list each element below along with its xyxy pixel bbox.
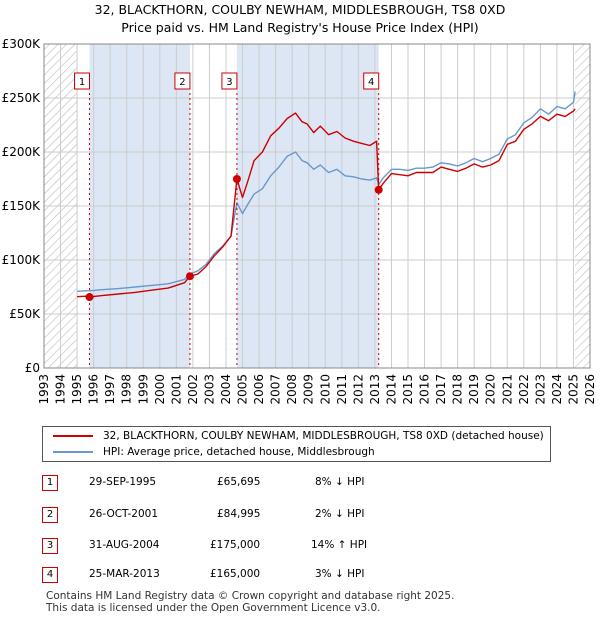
x-tick-label: 2023 [533,374,547,405]
x-tick-label: 2022 [517,374,531,405]
x-tick-label: 2012 [351,374,365,405]
x-tick-label: 2001 [169,374,183,405]
transaction-point [232,175,241,183]
y-tick-label: £250K [2,91,42,105]
footer-licence: This data is licensed under the Open Gov… [46,602,381,614]
x-tick-label: 1996 [87,374,101,405]
x-tick-label: 2016 [418,374,432,405]
x-tick-label: 2011 [335,374,349,405]
x-tick-label: 2008 [285,374,299,405]
x-tick-label: 1995 [70,374,84,405]
chart-legend: 32, BLACKTHORN, COULBY NEWHAM, MIDDLESBR… [42,426,551,462]
transaction-label-box [174,72,191,90]
y-tick-label: £100K [2,253,42,267]
transaction-marker-box: 4 [42,567,58,583]
x-tick-label: 2005 [236,374,250,405]
x-tick-label: 2010 [318,374,332,405]
transaction-label-box [221,72,238,90]
transaction-point [185,272,194,281]
x-tick-label: 2024 [550,374,564,405]
transaction-label: 3 [226,77,232,88]
x-tick-label: 2018 [451,374,465,405]
x-tick-label: 1994 [54,374,68,405]
transaction-date: 26-OCT-2001 [89,508,158,520]
y-tick-label: £50K [9,307,41,321]
x-tick-label: 1997 [103,374,117,405]
transaction-price: £84,995 [217,508,261,520]
x-tick-label: 1993 [37,374,51,405]
transaction-hpi-diff: 8% ↓ HPI [315,476,365,488]
legend-price-label: 32, BLACKTHORN, COULBY NEWHAM, MIDDLESBR… [103,430,544,442]
x-tick-label: 2007 [269,374,283,405]
transaction-price: £175,000 [210,539,261,551]
chart-title-line2: Price paid vs. HM Land Registry's House … [121,20,479,35]
price-series-line [77,108,576,298]
transaction-marker-box: 3 [42,538,58,554]
x-tick-label: 1999 [136,374,150,405]
y-tick-label: £150K [2,199,42,213]
transaction-hpi-diff: 3% ↓ HPI [315,568,365,580]
x-tick-label: 2006 [252,374,266,405]
transaction-point [85,293,94,302]
transaction-label-box [363,72,380,90]
transaction-label: 2 [179,77,185,88]
x-tick-label: 2004 [219,374,233,405]
legend-price-line [53,435,93,437]
x-tick-label: 2009 [302,374,316,405]
x-tick-label: 2019 [467,374,481,405]
legend-hpi-label: HPI: Average price, detached house, Midd… [103,446,375,458]
x-tick-label: 2003 [202,374,216,405]
x-tick-label: 2000 [153,374,167,405]
x-tick-label: 2026 [583,374,597,405]
chart-title-line1: 32, BLACKTHORN, COULBY NEWHAM, MIDDLESBR… [94,2,506,17]
transaction-point [374,185,383,194]
legend-hpi-line [53,451,93,453]
y-tick-label: £0 [25,361,40,375]
x-tick-label: 2013 [368,374,382,405]
transaction-marker-box: 2 [42,507,58,523]
x-tick-label: 2015 [401,374,415,405]
x-tick-label: 2014 [384,374,398,405]
y-tick-label: £300K [2,37,42,51]
hpi-series-line [77,91,576,292]
transaction-date: 25-MAR-2013 [89,568,160,580]
transaction-price: £65,695 [217,476,261,488]
x-tick-label: 2017 [434,374,448,405]
transaction-hpi-diff: 2% ↓ HPI [315,508,365,520]
x-tick-label: 2021 [500,374,514,405]
transaction-date: 29-SEP-1995 [89,476,157,488]
transaction-label-box [74,72,90,90]
y-tick-label: £200K [2,145,42,159]
transaction-price: £165,000 [210,568,261,580]
x-tick-label: 2020 [484,374,498,405]
transaction-label: 1 [79,77,85,88]
footer-copyright: Contains HM Land Registry data © Crown c… [46,590,455,602]
x-tick-label: 2002 [186,374,200,405]
x-tick-label: 1998 [120,374,134,405]
plot-border [43,43,591,369]
transaction-date: 31-AUG-2004 [89,539,160,551]
transaction-hpi-diff: 14% ↑ HPI [311,539,368,551]
transaction-label: 4 [368,77,374,88]
transaction-marker-box: 1 [42,475,58,491]
x-tick-label: 2025 [566,374,580,405]
